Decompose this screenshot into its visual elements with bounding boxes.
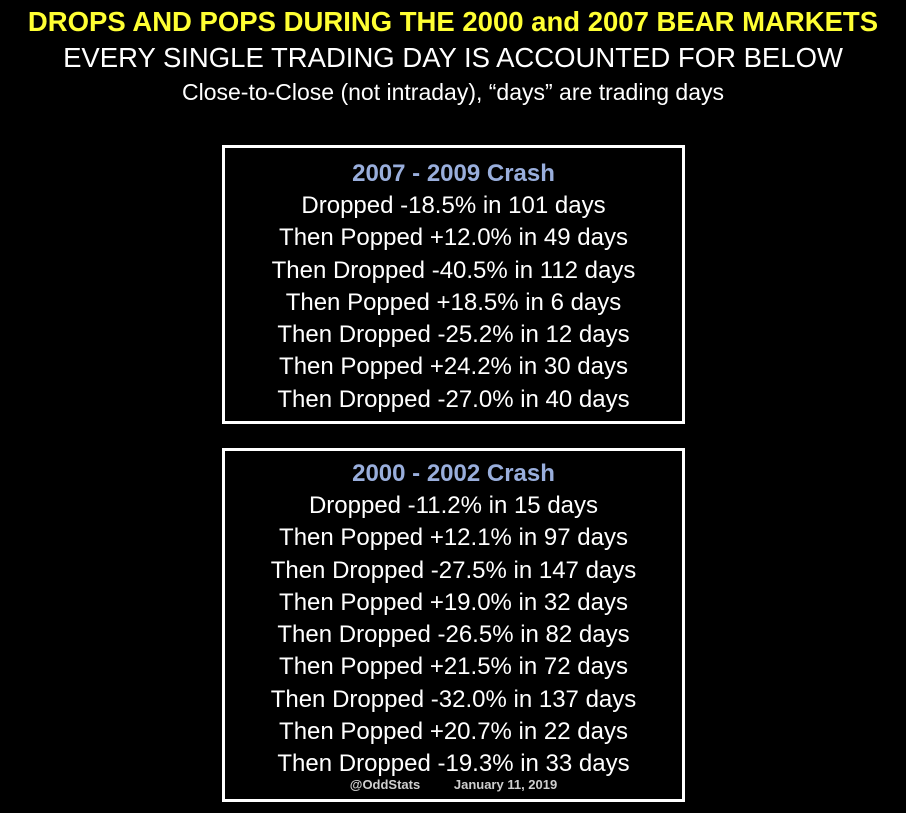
author-handle: @OddStats (349, 777, 421, 792)
credits-line: @OddStats January 11, 2019 (225, 777, 682, 793)
panel-line: Then Popped +24.2% in 30 days (279, 353, 628, 381)
page-note: Close-to-Close (not intraday), “days” ar… (181, 79, 724, 105)
panel-line: Dropped -18.5% in 101 days (301, 192, 606, 219)
panel-line: Then Dropped -32.0% in 137 days (270, 685, 637, 713)
panel-line: Then Dropped -27.0% in 40 days (277, 385, 630, 413)
panel-line: Dropped -11.2% in 15 days (308, 492, 599, 519)
panel-2007-2009-crash: 2007 - 2009 Crash Dropped -18.5% in 101 … (222, 145, 685, 424)
panel-heading: 2000 - 2002 Crash (352, 460, 555, 487)
panel-heading: 2007 - 2009 Crash (352, 160, 555, 187)
panel-line: Then Popped +12.0% in 49 days (279, 224, 628, 252)
panel-line: Then Dropped -26.5% in 82 days (277, 621, 630, 649)
panel-line: Then Dropped -25.2% in 12 days (277, 321, 630, 349)
panel-line: Then Popped +19.0% in 32 days (279, 588, 628, 616)
panel-line: Then Dropped -40.5% in 112 days (271, 256, 636, 284)
panel-line: Then Popped +20.7% in 22 days (279, 718, 628, 746)
publish-date: January 11, 2019 (453, 777, 558, 792)
panel-2000-2002-crash: 2000 - 2002 Crash Dropped -11.2% in 15 d… (222, 448, 685, 802)
page-subtitle: EVERY SINGLE TRADING DAY IS ACCOUNTED FO… (63, 42, 843, 73)
panel-line: Then Dropped -19.3% in 33 days (277, 750, 630, 778)
panel-line: Then Popped +12.1% in 97 days (279, 524, 628, 552)
panel-line: Then Popped +18.5% in 6 days (285, 288, 622, 316)
page-title: DROPS AND POPS DURING THE 2000 and 2007 … (27, 6, 879, 37)
panel-line: Then Popped +21.5% in 72 days (279, 653, 628, 681)
panel-line-list: Dropped -11.2% in 15 days Then Popped +1… (225, 490, 682, 781)
panel-line: Then Dropped -27.5% in 147 days (270, 556, 637, 584)
panel-line-list: Dropped -18.5% in 101 days Then Popped +… (225, 190, 682, 416)
